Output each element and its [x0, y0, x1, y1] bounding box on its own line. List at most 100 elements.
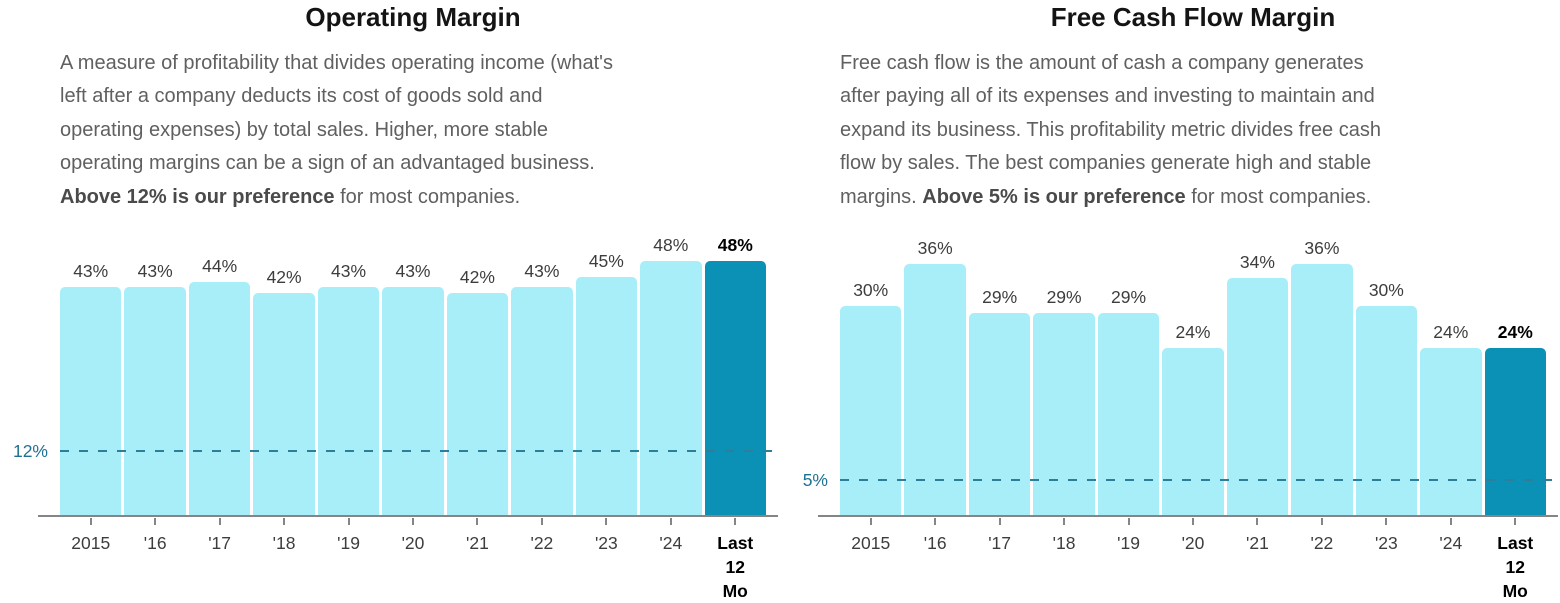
axis-tick: [540, 518, 543, 526]
operating-margin-panel: Operating Margin A measure of profitabil…: [0, 0, 780, 602]
axis-tick: [998, 518, 1001, 526]
axis-tick: [1256, 518, 1259, 526]
bar-slot: 43%: [511, 229, 573, 516]
axis-tick: [218, 518, 221, 526]
bar: [575, 277, 638, 516]
axis-tick: [283, 518, 286, 526]
description-emphasis: Above 12% is our preference: [60, 185, 335, 208]
description-text: for most companies.: [334, 185, 521, 208]
bar: [382, 287, 444, 516]
bar: [904, 264, 966, 516]
axis-label: '21: [1227, 517, 1288, 603]
axis-tick: [605, 518, 608, 526]
bar-value-label: 48%: [653, 235, 689, 256]
bars-group: 30% 36% 29% 29% 29% 24% 34% 36% 30% 24% 24%: [840, 229, 1546, 516]
axis-label: 2015: [60, 517, 121, 603]
bar-highlighted: [1484, 348, 1546, 516]
bar-slot: 30%: [1355, 229, 1418, 516]
bar-value-label: 43%: [137, 261, 173, 282]
bar: [124, 287, 186, 516]
bar-slot: 44%: [188, 229, 251, 516]
axis-label: '22: [1291, 517, 1352, 603]
bar: [1033, 313, 1095, 516]
chart-title: Operating Margin: [305, 2, 521, 32]
chart-title: Free Cash Flow Margin: [1050, 2, 1336, 32]
x-axis-line: [38, 515, 778, 518]
bar-slot: 48%: [640, 229, 702, 516]
bar-value-label: 43%: [73, 261, 109, 282]
axis-label: '17: [969, 517, 1030, 603]
axis-label: '16: [904, 517, 965, 603]
bar-value-label: 44%: [202, 256, 238, 277]
bar-value-label: 24%: [1175, 322, 1211, 343]
bar-value-label: 42%: [459, 267, 495, 288]
axis-label: '18: [1033, 517, 1094, 603]
threshold-label: 5%: [802, 470, 828, 491]
bar-slot: 36%: [1291, 229, 1353, 516]
description-text: operating expenses) by total sales. High…: [60, 118, 549, 141]
bar-value-label: 45%: [588, 251, 624, 272]
bar: [188, 282, 251, 516]
bar-slot: 45%: [575, 229, 638, 516]
description-text: A measure of profitability that divides …: [60, 52, 613, 74]
bar-slot: 29%: [1097, 229, 1160, 516]
axis-label: '17: [189, 517, 250, 603]
description-text: margins.: [840, 185, 923, 208]
bar: [1291, 264, 1353, 516]
bar-slot: 24%: [1162, 229, 1224, 516]
bar: [1226, 278, 1289, 516]
axis-tick: [1063, 518, 1066, 526]
axis-tick: [734, 518, 737, 526]
x-axis-line: [818, 515, 1558, 518]
axis-tick: [1127, 518, 1130, 526]
bar-value-label: 36%: [917, 238, 953, 259]
bar-slot: 29%: [1033, 229, 1095, 516]
bar-value-label: 34%: [1239, 252, 1275, 273]
axis-tick: [1191, 518, 1194, 526]
axis-label: '24: [1420, 517, 1481, 603]
bar-slot: 36%: [904, 229, 966, 516]
bar: [640, 261, 702, 516]
axis-label: '23: [576, 517, 637, 603]
axis-tick: [1449, 518, 1452, 526]
bar-slot: 24%: [1484, 229, 1546, 516]
threshold-line: [60, 450, 772, 453]
description-emphasis: Above 5% is our preference: [922, 185, 1186, 208]
axis-label: '21: [447, 517, 508, 603]
axis-tick: [669, 518, 672, 526]
chart-plot: 30% 36% 29% 29% 29% 24% 34% 36% 30% 24% 24% 5%: [803, 229, 1552, 516]
bar-value-label: 43%: [331, 261, 367, 282]
bar-slot: 43%: [382, 229, 444, 516]
axis-tick: [154, 518, 157, 526]
axis-tick: [347, 518, 350, 526]
bar: [511, 287, 573, 516]
chart-description: A measure of profitability that divides …: [60, 47, 768, 214]
bar-value-label: 43%: [524, 261, 560, 282]
chart-description: Free cash flow is the amount of cash a c…: [840, 47, 1548, 214]
description-text: after paying all of its expenses and inv…: [840, 85, 1375, 108]
bar-value-label: 43%: [395, 261, 431, 282]
bar: [253, 293, 315, 516]
x-axis-labels: 2015'16'17'18'19'20'21'22'23'24 Last 12 Mo: [840, 517, 1546, 603]
bar-value-label: 24%: [1433, 322, 1469, 343]
bar: [1420, 348, 1482, 516]
bar: [840, 306, 902, 516]
axis-label: '22: [511, 517, 572, 603]
bar-slot: 24%: [1420, 229, 1482, 516]
axis-tick: [1320, 518, 1323, 526]
description-text: for most companies.: [1185, 185, 1372, 208]
description-text: left after a company deducts its cost of…: [60, 85, 543, 108]
axis-label: '20: [382, 517, 443, 603]
bar-slot: 42%: [253, 229, 315, 516]
threshold-line: [840, 479, 1552, 482]
operating-margin-chart: 43% 43% 44% 42% 43% 43% 42% 43% 45% 48% 48% 12% 2015…: [13, 229, 778, 603]
bar-value-label: 29%: [1111, 287, 1147, 308]
description-text: flow by sales. The best companies genera…: [840, 152, 1372, 175]
bar-slot: 34%: [1226, 229, 1289, 516]
bar-highlighted: [704, 261, 766, 516]
bar: [968, 313, 1031, 516]
bar-value-label: 24%: [1497, 322, 1533, 343]
bar: [60, 287, 122, 516]
bar-value-label: 42%: [266, 267, 302, 288]
axis-tick: [934, 518, 937, 526]
